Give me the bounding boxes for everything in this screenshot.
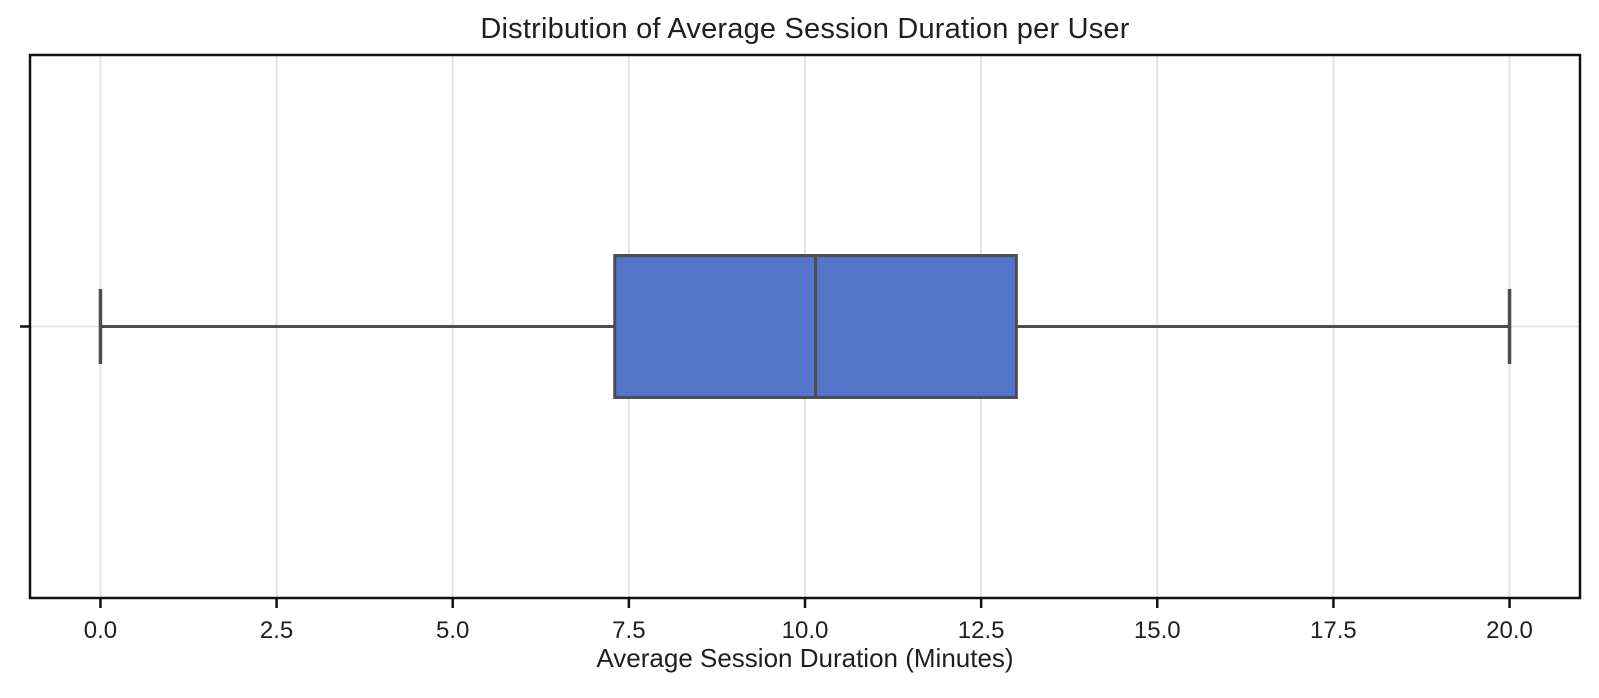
- x-tick-label: 17.5: [1310, 617, 1357, 644]
- x-tick-label: 20.0: [1486, 617, 1533, 644]
- x-tick-label: 0.0: [84, 617, 117, 644]
- chart-title: Distribution of Average Session Duration…: [480, 13, 1130, 45]
- x-tick-label: 12.5: [958, 617, 1005, 644]
- x-tick-label: 10.0: [782, 617, 829, 644]
- x-tick-label: 5.0: [436, 617, 469, 644]
- x-tick-label: 2.5: [260, 617, 293, 644]
- x-tick-label: 15.0: [1134, 617, 1181, 644]
- x-tick-label: 7.5: [612, 617, 645, 644]
- x-axis-label: Average Session Duration (Minutes): [596, 643, 1014, 673]
